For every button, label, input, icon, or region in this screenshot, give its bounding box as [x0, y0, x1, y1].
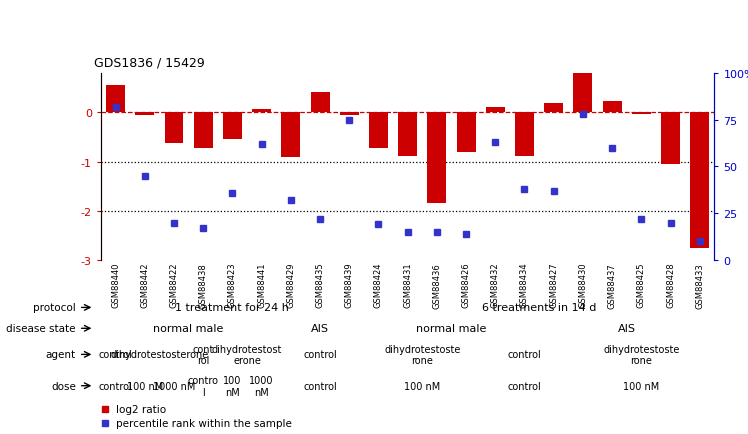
Text: GDS1836 / 15429: GDS1836 / 15429 [94, 56, 204, 69]
Text: GSM88426: GSM88426 [462, 262, 470, 308]
Bar [340, 113, 359, 115]
Text: AIS: AIS [618, 324, 636, 333]
Text: 100 nM: 100 nM [404, 381, 441, 391]
Text: cont
rol: cont rol [192, 344, 214, 365]
Text: normal male: normal male [417, 324, 487, 333]
Text: 1000
nM: 1000 nM [249, 375, 274, 397]
Bar [135, 113, 154, 115]
Text: 100
nM: 100 nM [223, 375, 242, 397]
Bar [281, 113, 300, 157]
Bar [515, 113, 534, 156]
Text: GSM88428: GSM88428 [666, 262, 675, 308]
Text: contro
l: contro l [188, 375, 218, 397]
Text: GSM88432: GSM88432 [491, 262, 500, 308]
Text: GSM88424: GSM88424 [374, 262, 383, 308]
Bar [456, 113, 476, 152]
Text: GSM88435: GSM88435 [316, 262, 325, 308]
Bar [106, 86, 125, 113]
Text: GSM88438: GSM88438 [199, 262, 208, 308]
Text: GSM88431: GSM88431 [403, 262, 412, 308]
Text: dihydrotestoste
rone: dihydrotestoste rone [603, 344, 679, 365]
Text: control: control [303, 350, 337, 359]
Bar [427, 113, 447, 204]
Text: dihydrotestost
erone: dihydrotestost erone [212, 344, 282, 365]
Bar [252, 110, 271, 113]
Text: GSM88423: GSM88423 [228, 262, 237, 308]
Text: 1 treatment for 24 h: 1 treatment for 24 h [176, 303, 289, 312]
Text: control: control [99, 350, 132, 359]
Text: control: control [303, 381, 337, 391]
Text: normal male: normal male [153, 324, 224, 333]
Text: dose: dose [51, 381, 76, 391]
Text: GSM88427: GSM88427 [549, 262, 558, 308]
Text: 100 nM: 100 nM [126, 381, 163, 391]
Bar [398, 113, 417, 156]
Text: control: control [508, 350, 542, 359]
Bar [603, 102, 622, 113]
Text: log2 ratio: log2 ratio [116, 404, 166, 414]
Text: GSM88433: GSM88433 [695, 262, 704, 308]
Bar [690, 113, 709, 248]
Text: GSM88437: GSM88437 [607, 262, 616, 308]
Text: agent: agent [46, 350, 76, 359]
Text: AIS: AIS [311, 324, 329, 333]
Text: dihydrotestosterone: dihydrotestosterone [110, 350, 209, 359]
Text: control: control [99, 381, 132, 391]
Text: GSM88425: GSM88425 [637, 262, 646, 308]
Bar [165, 113, 183, 144]
Text: GSM88441: GSM88441 [257, 262, 266, 308]
Text: GSM88436: GSM88436 [432, 262, 441, 308]
Bar [369, 113, 388, 148]
Text: 1000 nM: 1000 nM [153, 381, 195, 391]
Text: protocol: protocol [33, 303, 76, 312]
Text: GSM88439: GSM88439 [345, 262, 354, 308]
Text: control: control [508, 381, 542, 391]
Bar [194, 113, 212, 148]
Text: 100 nM: 100 nM [623, 381, 660, 391]
Bar [545, 104, 563, 113]
Bar [485, 108, 505, 113]
Text: GSM88422: GSM88422 [170, 262, 179, 308]
Bar [310, 92, 330, 113]
Text: percentile rank within the sample: percentile rank within the sample [116, 418, 292, 428]
Text: 6 treatments in 14 d: 6 treatments in 14 d [482, 303, 596, 312]
Bar [661, 113, 680, 164]
Text: GSM88440: GSM88440 [111, 262, 120, 308]
Text: GSM88434: GSM88434 [520, 262, 529, 308]
Bar [632, 113, 651, 115]
Bar [574, 73, 592, 113]
Text: GSM88429: GSM88429 [286, 262, 295, 308]
Text: GSM88442: GSM88442 [141, 262, 150, 308]
Text: dihydrotestoste
rone: dihydrotestoste rone [384, 344, 461, 365]
Bar [223, 113, 242, 140]
Text: disease state: disease state [6, 324, 76, 333]
Text: GSM88430: GSM88430 [578, 262, 587, 308]
